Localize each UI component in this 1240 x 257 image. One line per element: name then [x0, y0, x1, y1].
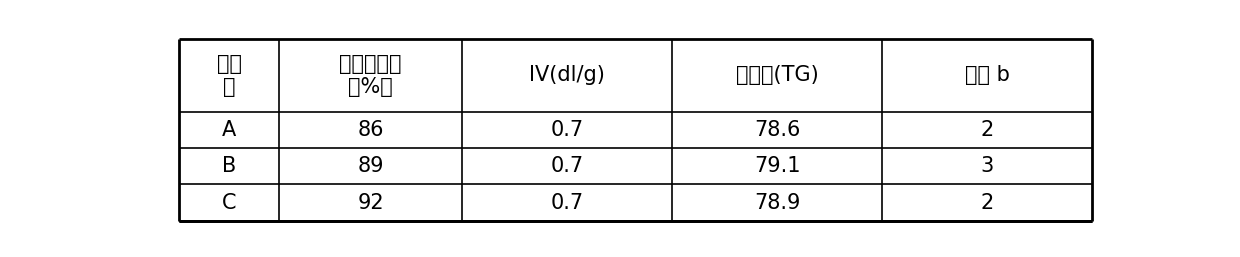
Text: 2: 2: [981, 120, 993, 140]
Text: 89: 89: [357, 156, 384, 176]
Text: 催化
剂: 催化 剂: [217, 53, 242, 97]
Text: 0.7: 0.7: [551, 120, 584, 140]
Text: 2: 2: [981, 192, 993, 213]
Text: IV(dl/g): IV(dl/g): [529, 65, 605, 85]
Text: A: A: [222, 120, 237, 140]
Text: 86: 86: [357, 120, 384, 140]
Text: 79.1: 79.1: [754, 156, 800, 176]
Text: 0.7: 0.7: [551, 192, 584, 213]
Text: 78.6: 78.6: [754, 120, 800, 140]
Text: 耐热性(TG): 耐热性(TG): [735, 65, 818, 85]
Text: 单体反应率
（%）: 单体反应率 （%）: [340, 53, 402, 97]
Text: 3: 3: [981, 156, 993, 176]
Text: C: C: [222, 192, 237, 213]
Text: B: B: [222, 156, 237, 176]
Text: 0.7: 0.7: [551, 156, 584, 176]
Text: 78.9: 78.9: [754, 192, 800, 213]
Text: 颜色 b: 颜色 b: [965, 65, 1009, 85]
Text: 92: 92: [357, 192, 384, 213]
